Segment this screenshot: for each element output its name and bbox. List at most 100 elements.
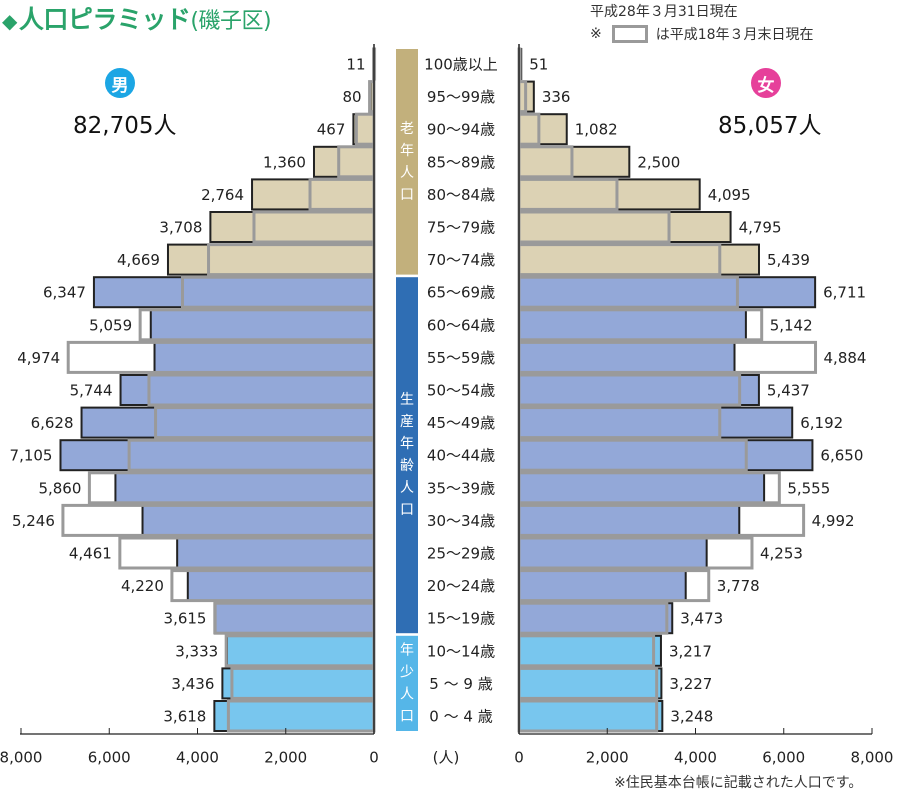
bar-male-current bbox=[213, 602, 375, 635]
value-label-male: 3,708 bbox=[159, 219, 202, 237]
value-label-male: 11 bbox=[346, 56, 365, 74]
diamond-icon: ◆ bbox=[2, 9, 17, 33]
age-category-label: 15～19歳 bbox=[427, 610, 495, 628]
male-badge: 男 bbox=[105, 68, 135, 98]
title-main: 人口ピラミッド bbox=[18, 5, 191, 34]
value-label-male: 4,461 bbox=[69, 545, 112, 563]
band-young-char: 人 bbox=[400, 686, 414, 702]
value-label-female: 5,142 bbox=[770, 316, 813, 334]
bar-female-current bbox=[518, 569, 687, 602]
age-category-label: 50～54歳 bbox=[427, 382, 495, 400]
legend: ※ は平成18年３月末日現在 bbox=[590, 24, 814, 44]
bar-male-current bbox=[221, 667, 375, 700]
x-tick-label-male: 8,000 bbox=[0, 749, 42, 767]
bar-female-current bbox=[518, 308, 747, 341]
value-label-male: 5,744 bbox=[70, 382, 113, 400]
band-young bbox=[396, 635, 418, 731]
value-label-male: 6,628 bbox=[31, 414, 74, 432]
x-unit-label: (人) bbox=[433, 749, 460, 767]
value-label-male: 2,764 bbox=[201, 186, 244, 204]
x-tick-label-male: 0 bbox=[369, 749, 379, 767]
value-label-female: 6,192 bbox=[800, 414, 843, 432]
value-label-female: 4,253 bbox=[760, 545, 803, 563]
bar-female-current bbox=[518, 602, 674, 635]
value-label-female: 1,082 bbox=[575, 121, 618, 139]
bar-female-current bbox=[518, 276, 817, 309]
x-tick-label-female: 0 bbox=[514, 749, 524, 767]
value-label-female: 4,884 bbox=[824, 349, 867, 367]
age-category-label: 55～59歳 bbox=[427, 349, 495, 367]
bar-female-current bbox=[518, 537, 708, 569]
value-label-female: 6,711 bbox=[823, 284, 866, 302]
x-tick-label-male: 4,000 bbox=[176, 749, 219, 767]
value-label-female: 4,795 bbox=[739, 219, 782, 237]
band-elderly-char: 人 bbox=[400, 165, 414, 181]
age-category-label: 40～44歳 bbox=[427, 447, 495, 465]
band-working-char: 口 bbox=[400, 502, 414, 518]
value-label-male: 5,059 bbox=[89, 316, 132, 334]
value-label-male: 3,618 bbox=[163, 708, 206, 726]
legend-text: は平成18年３月末日現在 bbox=[655, 27, 814, 43]
value-label-female: 336 bbox=[542, 88, 571, 106]
age-category-label: 5 ～ 9 歳 bbox=[429, 675, 492, 693]
bar-male-current bbox=[80, 406, 376, 439]
female-total: 85,057人 bbox=[718, 113, 822, 139]
value-label-female: 3,227 bbox=[669, 675, 712, 693]
age-category-label: 85～89歳 bbox=[427, 153, 495, 171]
band-working-char: 齢 bbox=[400, 458, 414, 474]
bar-male-current bbox=[149, 308, 375, 341]
bar-male-current bbox=[176, 537, 375, 569]
value-label-female: 5,439 bbox=[767, 251, 810, 269]
band-young-char: 口 bbox=[400, 708, 414, 724]
bar-male-current bbox=[186, 569, 375, 602]
title-district: (磯子区) bbox=[190, 9, 272, 34]
x-tick-label-female: 4,000 bbox=[674, 749, 717, 767]
value-label-male: 6,347 bbox=[43, 284, 86, 302]
value-label-female: 4,095 bbox=[708, 186, 751, 204]
value-label-female: 3,248 bbox=[670, 708, 713, 726]
value-label-female: 3,778 bbox=[717, 577, 760, 595]
age-category-label: 100歳以上 bbox=[424, 56, 498, 74]
bar-female-current bbox=[518, 439, 814, 472]
female-badge: 女 bbox=[751, 68, 781, 98]
value-label-male: 5,246 bbox=[12, 512, 55, 530]
bar-female-current bbox=[518, 211, 732, 243]
age-category-label: 35～39歳 bbox=[427, 479, 495, 497]
as-of-date: 平成28年３月31日現在 bbox=[590, 4, 738, 20]
age-category-label: 30～34歳 bbox=[427, 512, 495, 530]
x-tick-label-male: 6,000 bbox=[88, 749, 131, 767]
page-title: ◆人口ピラミッド(磯子区) bbox=[2, 0, 272, 36]
bar-male-current bbox=[153, 341, 375, 374]
value-label-male: 3,333 bbox=[175, 642, 218, 660]
bar-male-current bbox=[59, 439, 375, 472]
age-category-label: 60～64歳 bbox=[427, 316, 495, 334]
bar-female-current bbox=[518, 145, 631, 178]
age-category-label: 95～99歳 bbox=[427, 88, 495, 106]
value-label-male: 4,669 bbox=[117, 251, 160, 269]
x-tick-label-male: 2,000 bbox=[264, 749, 307, 767]
band-working-char: 人 bbox=[400, 480, 414, 496]
bar-male-current bbox=[213, 700, 375, 732]
value-label-female: 51 bbox=[529, 56, 548, 74]
age-category-label: 70～74歳 bbox=[427, 251, 495, 269]
legend-prefix: ※ bbox=[590, 26, 602, 42]
legend-outline-swatch bbox=[611, 25, 648, 43]
band-elderly bbox=[396, 49, 418, 275]
bar-female-current bbox=[518, 700, 664, 732]
age-category-label: 20～24歳 bbox=[427, 577, 495, 595]
band-young-char: 少 bbox=[400, 664, 414, 680]
band-elderly-char: 口 bbox=[400, 187, 414, 203]
value-label-female: 5,555 bbox=[787, 479, 830, 497]
band-working-char: 産 bbox=[400, 414, 414, 430]
bar-male-current bbox=[92, 276, 375, 309]
band-working-char: 年 bbox=[400, 436, 414, 452]
bar-female-current bbox=[518, 374, 760, 406]
bar-female-current bbox=[518, 471, 766, 504]
band-elderly-char: 年 bbox=[400, 143, 414, 159]
x-tick-label-female: 2,000 bbox=[586, 749, 629, 767]
value-label-male: 467 bbox=[317, 121, 346, 139]
bar-male-current bbox=[209, 211, 375, 243]
value-label-female: 3,217 bbox=[669, 642, 712, 660]
bar-female-current bbox=[518, 243, 760, 276]
bar-female-current bbox=[518, 113, 568, 146]
